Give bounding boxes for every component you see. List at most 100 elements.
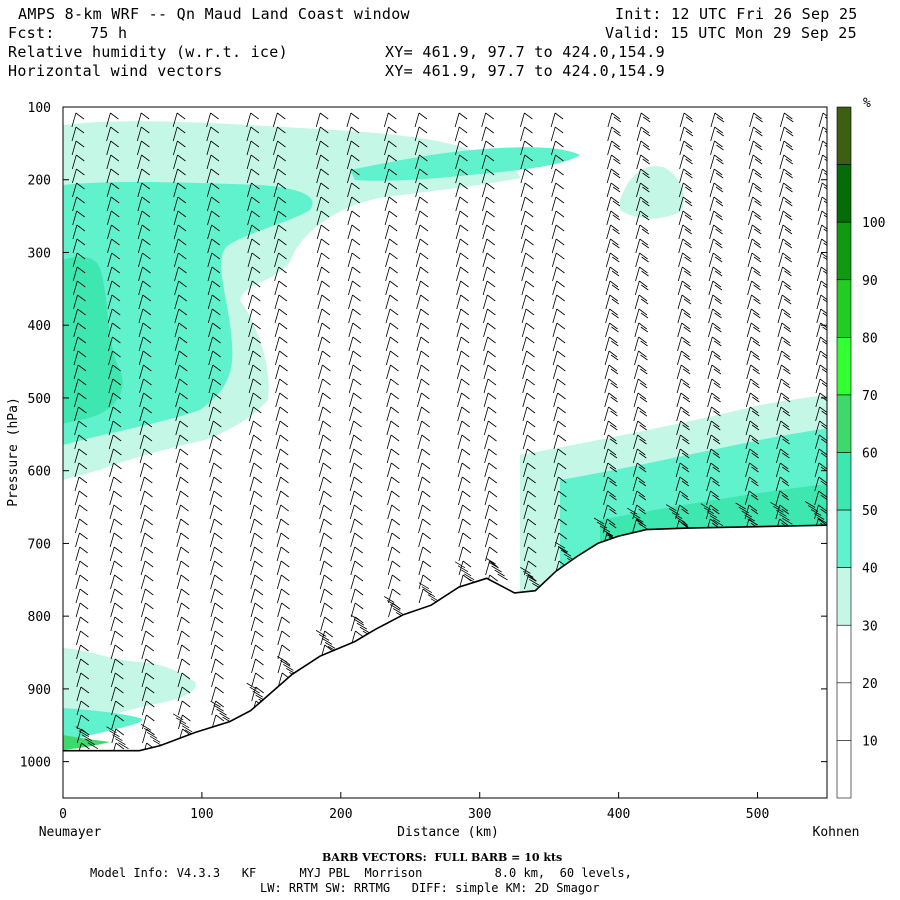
- y-tick-label: 100: [28, 101, 51, 116]
- barb-staff: [414, 112, 442, 606]
- barb-staff: [172, 112, 196, 744]
- rh-50-60-mid: [63, 256, 123, 424]
- field2-xy: XY= 461.9, 97.7 to 424.0,154.9: [385, 62, 665, 80]
- x-tick-label: 200: [329, 807, 352, 822]
- y-tick-label: 300: [28, 246, 51, 261]
- y-tick-label: 900: [28, 683, 51, 698]
- barb-column: [383, 112, 407, 619]
- wind-barbs: [71, 112, 827, 758]
- barb-staff: [627, 112, 651, 534]
- barb-column: [346, 112, 374, 646]
- colorbar: 10 20 30 40 50 60 70 80 90 100%: [836, 96, 885, 799]
- barb-column: [71, 112, 99, 758]
- barb-staff: [246, 112, 269, 716]
- colorbar-segment: [836, 394, 852, 453]
- barb-staff: [735, 112, 763, 534]
- model-info: Model Info: V4.3.3 KF MYJ PBL Morrison 8…: [90, 866, 632, 880]
- x-left-label: Neumayer: [39, 825, 102, 840]
- barb-staff: [136, 112, 164, 758]
- barb-column: [106, 112, 129, 758]
- colorbar-label: 20: [862, 677, 878, 692]
- barb-staff: [770, 112, 794, 534]
- barb-column: [206, 112, 233, 730]
- colorbar-segment: [836, 337, 852, 396]
- x-tick-label: 500: [746, 807, 769, 822]
- colorbar-label: 60: [862, 447, 878, 462]
- colorbar-segment: [836, 624, 852, 684]
- barb-column: [735, 112, 763, 534]
- y-tick-label: 400: [28, 319, 51, 334]
- y-tick-label: 500: [28, 392, 51, 407]
- barb-column: [414, 112, 442, 606]
- barb-staff: [520, 112, 543, 590]
- barb-note: BARB VECTORS: FULL BARB = 10 kts: [322, 851, 563, 864]
- barb-staff: [272, 112, 300, 688]
- x-tick-label: 400: [607, 807, 630, 822]
- barb-staff: [593, 112, 622, 548]
- colorbar-segment: [836, 740, 852, 799]
- colorbar-segment: [836, 164, 852, 223]
- barb-column: [550, 112, 578, 576]
- barb-column: [520, 112, 543, 590]
- barb-column: [315, 112, 339, 660]
- colorbar-label: 100: [862, 216, 885, 231]
- colorbar-label: 80: [862, 331, 878, 346]
- y-tick-label: 200: [28, 174, 51, 189]
- barb-column: [172, 112, 196, 744]
- colorbar-segment: [836, 452, 852, 511]
- x-tick-label: 300: [468, 807, 491, 822]
- plot-frame: [62, 106, 828, 799]
- barb-column: [454, 112, 478, 590]
- colorbar-segment: [836, 509, 852, 568]
- barb-column: [272, 112, 300, 688]
- field1-xy: XY= 461.9, 97.7 to 424.0,154.9: [385, 43, 665, 61]
- barb-staff: [206, 112, 233, 730]
- x-tick-label: 100: [190, 807, 213, 822]
- axes: 100 200 300 400 500 600 700 800 900 1000 0 100 200 30…: [20, 101, 827, 822]
- colorbar-label: 30: [862, 619, 878, 634]
- colorbar-segment: [836, 221, 852, 281]
- barb-staff: [550, 112, 578, 576]
- colorbar-label: 50: [862, 504, 878, 519]
- colorbar-segment: [836, 682, 852, 741]
- chart-title: AMPS 8-km WRF -- Qn Maud Land Coast wind…: [18, 5, 410, 23]
- barb-staff: [383, 112, 407, 619]
- colorbar-label: 70: [862, 389, 878, 404]
- y-tick-label: 700: [28, 537, 51, 552]
- colorbar-label: 10: [862, 734, 878, 749]
- colorbar-label: 90: [862, 274, 878, 289]
- init-time: Init: 12 UTC Fri 26 Sep 25: [615, 5, 858, 23]
- fcst-value: 75 h: [90, 24, 128, 42]
- x-right-label: Kohnen: [813, 825, 860, 840]
- barb-staff: [315, 112, 339, 660]
- barb-column: [593, 112, 622, 548]
- valid-time: Valid: 15 UTC Mon 29 Sep 25: [605, 24, 857, 42]
- terrain-surface-line: [63, 524, 828, 752]
- barb-column: [700, 112, 725, 534]
- barb-staff: [106, 112, 129, 758]
- rh-40-50-mid: [63, 181, 313, 445]
- y-tick-label: 1000: [20, 756, 51, 771]
- rh-40-50-upper-band: [350, 147, 580, 181]
- colorbar-segment: [836, 279, 852, 338]
- rh-30-40-left-bl: [63, 648, 196, 730]
- colorbar-label: 40: [862, 562, 878, 577]
- y-tick-label: 600: [28, 465, 51, 480]
- barb-column: [246, 112, 269, 716]
- x-tick-label: 0: [59, 807, 67, 822]
- barb-column: [627, 112, 651, 534]
- fcst-label: Fcst:: [8, 24, 55, 42]
- field1-name: Relative humidity (w.r.t. ice): [8, 43, 288, 61]
- barb-staff: [454, 112, 478, 590]
- colorbar-segment: [836, 106, 852, 165]
- physics-info: LW: RRTM SW: RRTMG DIFF: simple KM: 2D S…: [260, 881, 600, 895]
- barb-staff: [700, 112, 725, 534]
- barb-staff: [665, 112, 694, 534]
- rh-30-40-hump: [620, 166, 685, 219]
- barb-staff: [481, 112, 508, 590]
- barb-column: [665, 112, 694, 534]
- barb-column: [136, 112, 164, 758]
- barb-column: [481, 112, 508, 590]
- field2-name: Horizontal wind vectors: [8, 62, 223, 80]
